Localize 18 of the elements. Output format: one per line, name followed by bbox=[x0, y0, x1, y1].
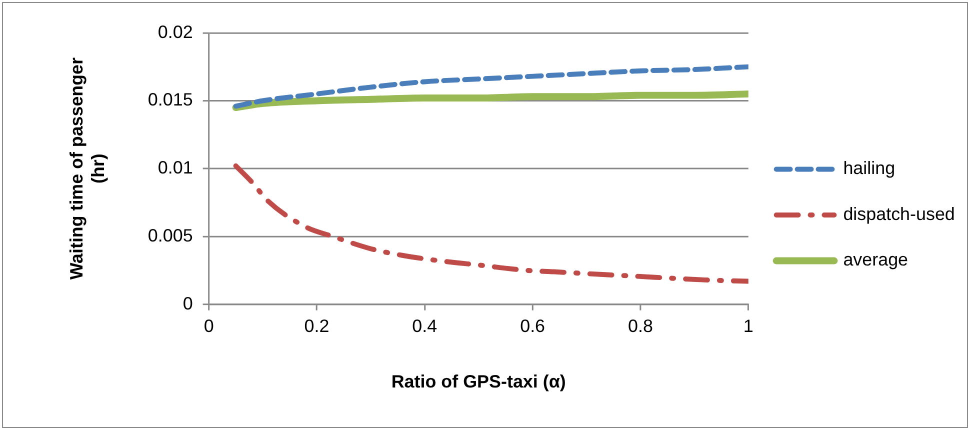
y-tick-label: 0.01 bbox=[158, 158, 193, 178]
y-tick-label: 0.02 bbox=[158, 22, 193, 42]
line-series bbox=[233, 64, 748, 109]
x-tick-label: 0 bbox=[204, 316, 214, 336]
x-tick-label: 0.2 bbox=[304, 316, 330, 336]
x-tick-label: 0.6 bbox=[520, 316, 546, 336]
y-axis-title: Waiting time of passenger (hr) bbox=[66, 58, 108, 280]
y-tick-label: 0 bbox=[182, 293, 193, 314]
x-axis-title: Ratio of GPS-taxi (α) bbox=[391, 371, 566, 392]
x-tick-label: 1 bbox=[743, 316, 754, 336]
x-tick-label: 0.4 bbox=[412, 316, 438, 336]
legend-label: hailing bbox=[843, 158, 896, 178]
legend-label: dispatch-used bbox=[843, 204, 955, 224]
legend-label: average bbox=[843, 250, 908, 270]
y-tick-label: 0.015 bbox=[148, 90, 193, 110]
y-tick-label: 0.005 bbox=[148, 225, 193, 246]
line-series bbox=[233, 163, 748, 284]
x-tick-label: 0.8 bbox=[628, 316, 653, 336]
